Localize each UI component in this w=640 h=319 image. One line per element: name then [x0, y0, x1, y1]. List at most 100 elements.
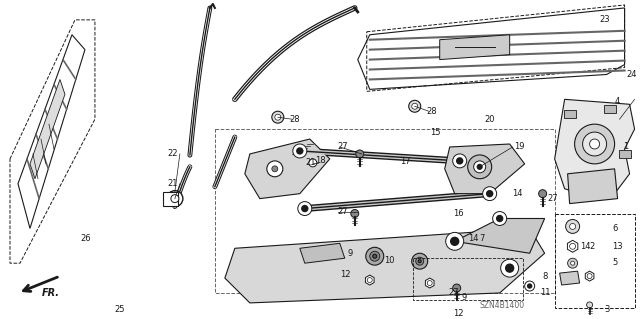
Circle shape: [452, 154, 467, 168]
Polygon shape: [568, 169, 618, 204]
Circle shape: [412, 253, 428, 269]
Circle shape: [418, 260, 421, 263]
Text: 14: 14: [511, 189, 522, 198]
Circle shape: [365, 247, 384, 265]
Circle shape: [570, 223, 575, 229]
Text: 14: 14: [580, 242, 590, 251]
Circle shape: [272, 166, 278, 172]
Circle shape: [275, 114, 281, 120]
Text: 28: 28: [427, 107, 437, 116]
Polygon shape: [619, 150, 630, 158]
Polygon shape: [568, 240, 578, 252]
Text: 9: 9: [461, 293, 467, 302]
Text: 10: 10: [384, 256, 394, 265]
Text: 13: 13: [612, 242, 623, 251]
Polygon shape: [454, 219, 545, 253]
Circle shape: [412, 103, 418, 109]
Circle shape: [367, 278, 372, 283]
Circle shape: [171, 195, 179, 203]
Polygon shape: [300, 243, 345, 263]
Circle shape: [305, 155, 321, 171]
Circle shape: [539, 190, 547, 198]
Circle shape: [582, 132, 607, 156]
Polygon shape: [586, 271, 594, 281]
Text: 21: 21: [305, 158, 316, 167]
Text: 22: 22: [168, 149, 178, 159]
Circle shape: [409, 100, 420, 112]
Circle shape: [589, 139, 600, 149]
Polygon shape: [358, 8, 625, 89]
Circle shape: [267, 161, 283, 177]
Circle shape: [372, 254, 377, 258]
Text: 27: 27: [448, 288, 459, 298]
Bar: [215, 129, 555, 293]
Circle shape: [351, 210, 359, 218]
Text: 12: 12: [340, 270, 350, 278]
Circle shape: [497, 216, 502, 221]
Text: 14: 14: [468, 234, 478, 243]
Text: 5: 5: [612, 258, 618, 267]
Text: 25: 25: [115, 305, 125, 314]
Text: 11: 11: [540, 288, 550, 298]
Circle shape: [297, 148, 303, 154]
Text: 7: 7: [480, 234, 485, 243]
Text: 27: 27: [548, 194, 558, 203]
Polygon shape: [30, 79, 65, 179]
Circle shape: [571, 261, 575, 265]
Polygon shape: [426, 278, 434, 288]
Text: 18: 18: [315, 156, 325, 165]
Circle shape: [493, 211, 507, 226]
Bar: [413, 258, 523, 300]
Circle shape: [302, 205, 308, 211]
Circle shape: [486, 191, 493, 197]
Circle shape: [525, 281, 534, 291]
Polygon shape: [440, 35, 509, 60]
Polygon shape: [604, 105, 616, 113]
Text: 1: 1: [623, 143, 629, 152]
Circle shape: [298, 202, 312, 216]
Text: 27: 27: [338, 143, 348, 152]
Text: 2: 2: [589, 242, 595, 251]
Circle shape: [416, 257, 424, 265]
Circle shape: [500, 259, 518, 277]
Circle shape: [566, 219, 580, 234]
Text: 15: 15: [429, 128, 440, 137]
Text: 6: 6: [612, 224, 618, 233]
Text: 9: 9: [348, 249, 353, 258]
Circle shape: [452, 284, 461, 292]
Polygon shape: [555, 99, 635, 199]
Text: 24: 24: [627, 70, 637, 79]
Text: 8: 8: [543, 271, 548, 281]
Text: 4: 4: [614, 97, 620, 106]
Polygon shape: [445, 144, 525, 194]
Circle shape: [167, 191, 183, 207]
Circle shape: [445, 233, 464, 250]
Circle shape: [570, 243, 575, 249]
Text: 28: 28: [290, 115, 300, 124]
Text: 21: 21: [168, 179, 178, 188]
Text: 3: 3: [605, 305, 610, 314]
Text: 20: 20: [484, 115, 495, 124]
Circle shape: [293, 144, 307, 158]
Polygon shape: [245, 139, 330, 199]
Polygon shape: [163, 192, 178, 205]
Circle shape: [483, 187, 497, 201]
Circle shape: [451, 237, 459, 245]
Text: 19: 19: [514, 143, 524, 152]
Circle shape: [457, 158, 463, 164]
Text: SZN4B1400: SZN4B1400: [480, 301, 525, 310]
Bar: [555, 213, 635, 308]
Circle shape: [370, 251, 380, 261]
Text: FR.: FR.: [42, 288, 60, 298]
Circle shape: [477, 164, 482, 169]
Polygon shape: [18, 35, 85, 228]
Text: 27: 27: [338, 207, 348, 216]
Circle shape: [474, 161, 486, 173]
Text: 16: 16: [452, 209, 463, 218]
Polygon shape: [300, 157, 316, 171]
Circle shape: [587, 302, 593, 308]
Circle shape: [527, 284, 532, 288]
Text: 23: 23: [600, 15, 610, 24]
Circle shape: [506, 264, 514, 272]
Text: 17: 17: [400, 157, 410, 167]
